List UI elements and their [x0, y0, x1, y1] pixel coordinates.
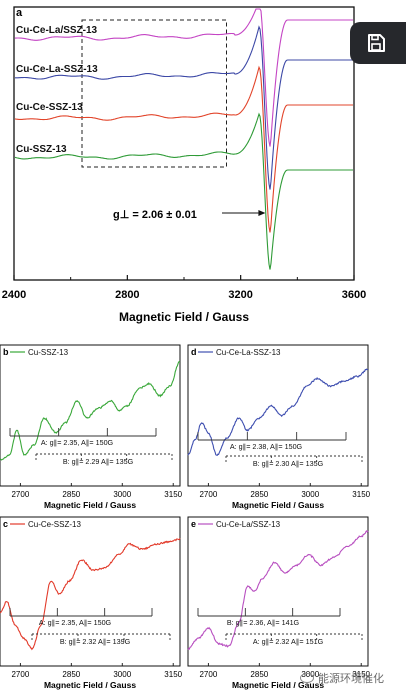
- spectrum-line: [15, 25, 353, 190]
- x-tick-label: 3150: [164, 670, 182, 679]
- x-tick-label: 2700: [199, 490, 217, 499]
- x-tick-label: 3000: [113, 670, 131, 679]
- spectrum-line: [0, 360, 181, 461]
- spectrum-line: [0, 537, 181, 651]
- hyperfine-label: B: g∥= 2.36, A∥= 141G: [227, 618, 300, 627]
- wechat-icon: [300, 673, 314, 683]
- series-label: Cu-Ce-La/SSZ-13: [16, 25, 98, 36]
- x-tick-label: 2400: [2, 289, 26, 301]
- x-tick-label: 3150: [352, 670, 370, 679]
- panel-letter: d: [191, 347, 197, 357]
- g-perp-annotation: g⊥ = 2.06 ± 0.01: [113, 209, 197, 221]
- panel-c: c Cu-Ce-SSZ-13 A: g∥= 2.35, A∥= 150G B: g∥=…: [0, 516, 183, 690]
- x-tick-label: 2850: [250, 490, 268, 499]
- hyperfine-label: A: g∥= 2.35, A∥= 150G: [39, 618, 112, 627]
- panel-frame: [187, 344, 369, 487]
- legend-label: Cu-Ce-SSZ-13: [28, 520, 81, 529]
- series-label: Cu-Ce-La-SSZ-13: [16, 64, 98, 75]
- series-label: Cu-Ce-SSZ-13: [16, 102, 83, 113]
- x-tick-label: 2850: [62, 670, 80, 679]
- spectrum-line: [187, 368, 368, 456]
- spectrum-line: [15, 8, 353, 147]
- spectrum-line: [14, 112, 353, 270]
- panel-d: d Cu-Ce-La-SSZ-13 A: g∥= 2.38, A∥= 150G B: …: [187, 344, 371, 510]
- panel-letter: b: [3, 347, 9, 357]
- panel-frame: [187, 516, 369, 667]
- panel-letter: e: [191, 519, 196, 529]
- x-axis-label: Magnetic Field / Gauss: [44, 500, 136, 510]
- hyperfine-label: B: g∥= 2.30 A∥= 135G: [253, 459, 324, 468]
- legend-label: Cu-Ce-La/SSZ-13: [216, 520, 281, 529]
- spectrum-line: [14, 65, 353, 233]
- x-axis-label: Magnetic Field / Gauss: [232, 500, 324, 510]
- panel-frame: [0, 344, 181, 487]
- hyperfine-label: A: g∥= 2.38, A∥= 150G: [230, 442, 303, 451]
- x-tick-label: 2700: [11, 670, 29, 679]
- series-label: Cu-SSZ-13: [16, 144, 67, 155]
- x-tick-label: 2700: [11, 490, 29, 499]
- x-tick-label: 2700: [199, 670, 217, 679]
- save-button[interactable]: [350, 22, 406, 64]
- save-icon: [368, 34, 385, 52]
- x-tick-label: 3150: [352, 490, 370, 499]
- legend-label: Cu-Ce-La-SSZ-13: [216, 348, 281, 357]
- x-axis-label: Magnetic Field / Gauss: [44, 680, 136, 690]
- panel-frame: [0, 516, 181, 667]
- x-tick-label: 3000: [113, 490, 131, 499]
- hyperfine-label: A: g∥= 2.32 A∥= 151G: [253, 637, 324, 646]
- x-axis-label: Magnetic Field / Gauss: [232, 680, 324, 690]
- x-tick-label: 2850: [250, 670, 268, 679]
- panel-a-letter: a: [16, 7, 23, 19]
- panel-letter: c: [3, 519, 8, 529]
- watermark: 能源环境催化: [300, 668, 406, 688]
- x-tick-label: 3150: [164, 490, 182, 499]
- x-tick-label: 2800: [115, 289, 139, 301]
- x-tick-label: 2850: [62, 490, 80, 499]
- spectrum-line: [187, 530, 369, 650]
- arrow-head: [258, 210, 266, 216]
- x-axis-label: Magnetic Field / Gauss: [119, 310, 249, 324]
- watermark-text: 能源环境催化: [318, 673, 384, 685]
- highlight-box: [81, 19, 227, 168]
- panel-a: a Cu-Ce-La/SSZ-13 Cu-Ce-La-SSZ-13 Cu-Ce-SSZ…: [2, 6, 366, 324]
- hyperfine-label: B: g∥= 2.32 A∥= 139G: [60, 637, 131, 646]
- hyperfine-label: A: g∥= 2.35, A∥= 150G: [41, 438, 114, 447]
- panel-e: e Cu-Ce-La/SSZ-13 B: g∥= 2.36, A∥= 141G A: …: [187, 516, 371, 690]
- hyperfine-label: B: g∥= 2.29 A∥= 135G: [63, 457, 134, 466]
- panel-b: b Cu-SSZ-13 A: g∥= 2.35, A∥= 150G B: g∥= 2.…: [0, 344, 183, 510]
- x-tick-label: 3600: [342, 289, 366, 301]
- x-tick-label: 3000: [301, 490, 319, 499]
- legend-label: Cu-SSZ-13: [28, 348, 69, 357]
- x-tick-label: 3200: [228, 289, 252, 301]
